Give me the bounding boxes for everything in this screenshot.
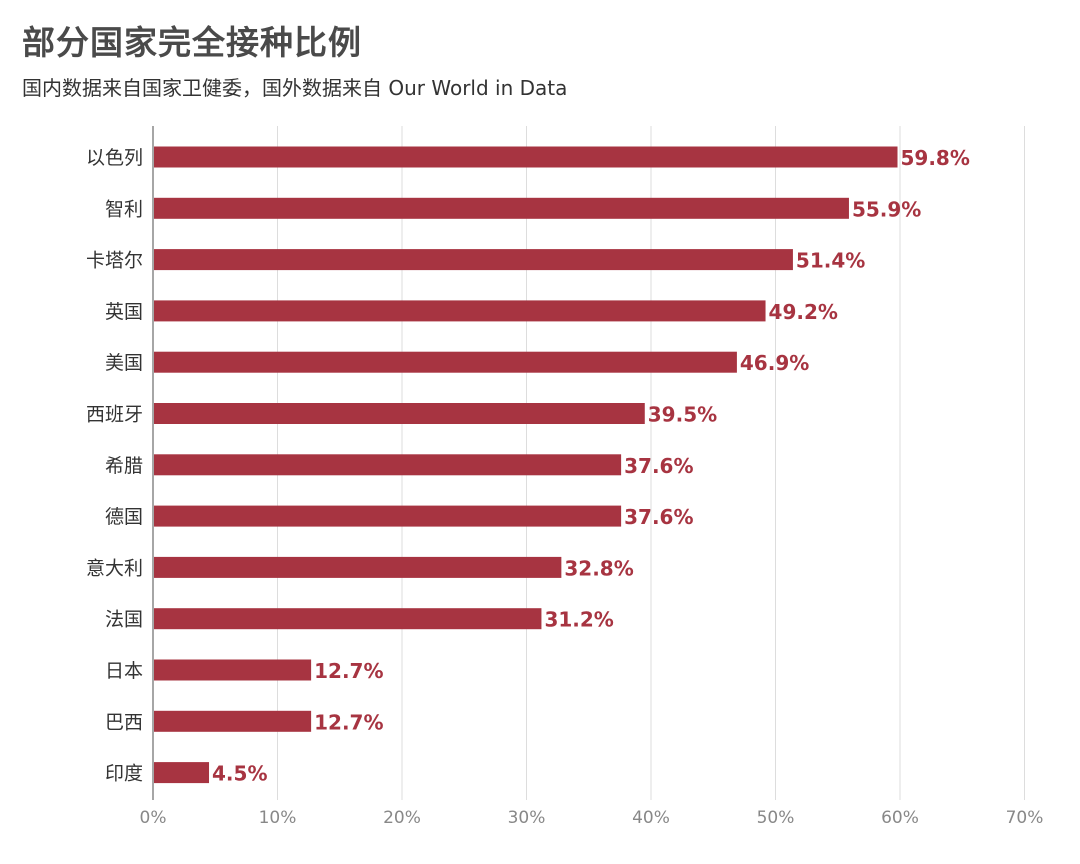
bar: [154, 710, 312, 732]
x-tick-label: 50%: [757, 808, 795, 828]
x-tick-label: 40%: [632, 808, 670, 828]
bar: [154, 762, 210, 784]
category-label: 卡塔尔: [86, 250, 143, 272]
value-label: 55.9%: [852, 197, 921, 221]
bar: [154, 454, 622, 476]
category-label: 希腊: [105, 455, 143, 477]
bar: [154, 403, 645, 424]
chart-subtitle: 国内数据来自国家卫健委，国外数据来自 Our World in Data: [22, 76, 568, 100]
bar: [154, 249, 793, 271]
value-label: 46.9%: [740, 351, 809, 375]
bar: [154, 556, 562, 578]
bar: [154, 608, 542, 630]
category-label: 以色列: [86, 147, 143, 169]
x-tick-label: 10%: [259, 808, 297, 828]
category-label: 印度: [105, 763, 143, 785]
category-label: 日本: [105, 660, 143, 682]
value-label: 32.8%: [564, 556, 633, 580]
bar: [154, 146, 898, 168]
bar: [154, 505, 622, 527]
value-label: 31.2%: [544, 608, 613, 632]
category-label: 智利: [105, 198, 143, 220]
bar: [154, 197, 849, 219]
x-tick-label: 0%: [140, 808, 167, 828]
category-label: 法国: [105, 609, 143, 631]
value-label: 4.5%: [212, 762, 267, 786]
value-label: 37.6%: [624, 505, 693, 529]
category-label: 意大利: [86, 557, 143, 579]
value-label: 37.6%: [624, 454, 693, 478]
value-label: 51.4%: [796, 249, 865, 273]
bar: [154, 659, 312, 681]
category-label: 巴西: [105, 711, 143, 733]
category-label: 美国: [105, 352, 143, 374]
chart-title: 部分国家完全接种比例: [22, 23, 362, 62]
value-label: 39.5%: [648, 403, 717, 427]
bar: [154, 351, 737, 373]
category-label: 英国: [105, 301, 143, 323]
value-label: 12.7%: [314, 710, 383, 734]
x-tick-label: 20%: [383, 808, 421, 828]
x-tick-label: 60%: [881, 808, 919, 828]
category-label: 德国: [105, 506, 143, 528]
category-label: 西班牙: [86, 404, 143, 426]
value-label: 59.8%: [901, 146, 970, 170]
x-tick-label: 30%: [508, 808, 546, 828]
value-label: 12.7%: [314, 659, 383, 683]
x-tick-label: 70%: [1006, 808, 1044, 828]
bar: [154, 300, 766, 322]
value-label: 49.2%: [769, 300, 838, 324]
